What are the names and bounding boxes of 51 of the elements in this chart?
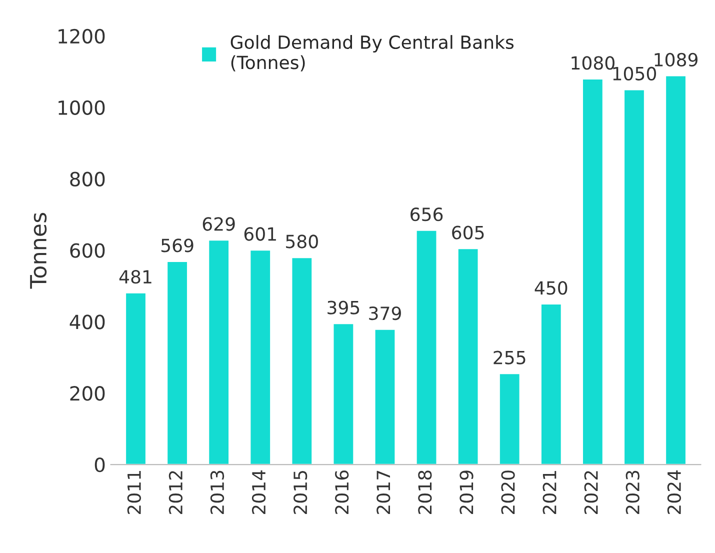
x-tick-label: 2020 xyxy=(501,470,515,514)
y-tick-label: 0 xyxy=(94,457,105,472)
x-tick-label: 2024 xyxy=(667,470,682,514)
y-tick-label: 800 xyxy=(70,172,105,186)
bar xyxy=(540,303,562,465)
bar xyxy=(415,230,438,465)
x-tick-label: 2017 xyxy=(376,470,390,514)
bar xyxy=(498,372,521,465)
data-label: 569 xyxy=(161,238,194,252)
x-tick-label: 2012 xyxy=(168,471,183,514)
x-tick-label: 2022 xyxy=(584,471,598,514)
data-label: 656 xyxy=(410,208,443,222)
x-tick-label: 2023 xyxy=(626,470,640,514)
bar xyxy=(124,292,147,465)
y-tick-label: 1000 xyxy=(58,100,105,116)
x-tick-label: 2011 xyxy=(127,471,141,514)
data-label: 580 xyxy=(286,234,318,248)
data-label: 255 xyxy=(494,350,526,364)
bar xyxy=(664,74,687,465)
data-label: 629 xyxy=(202,217,235,231)
data-label: 605 xyxy=(452,226,484,240)
bar xyxy=(249,249,272,465)
x-tick-label: 2016 xyxy=(335,470,349,514)
data-label: 1089 xyxy=(654,52,698,67)
x-tick-label: 2018 xyxy=(418,470,432,514)
data-label: 1050 xyxy=(613,66,656,80)
bar xyxy=(623,88,646,465)
y-tick-label: 600 xyxy=(70,243,105,258)
data-label: 450 xyxy=(534,281,568,295)
y-tick-label: 1200 xyxy=(58,28,105,44)
y-tick-label: 200 xyxy=(70,386,105,401)
x-tick-label: 2015 xyxy=(293,470,308,514)
bar xyxy=(208,239,230,465)
x-tick-label: 2021 xyxy=(542,471,556,514)
bar xyxy=(290,256,313,465)
x-tick-label: 2013 xyxy=(210,470,224,514)
bar xyxy=(456,248,480,465)
y-tick-label: 400 xyxy=(70,314,105,330)
data-label: 1080 xyxy=(572,56,614,70)
data-label: 481 xyxy=(119,270,152,284)
data-label: 379 xyxy=(369,306,401,320)
bar xyxy=(374,328,396,465)
x-tick-label: 2019 xyxy=(460,470,474,514)
bar xyxy=(166,260,188,465)
bar xyxy=(582,78,604,465)
legend-label: Gold Demand By Central Banks (Tonnes) xyxy=(230,35,514,72)
data-label: 601 xyxy=(244,227,276,241)
x-tick-label: 2014 xyxy=(252,470,266,514)
data-label: 395 xyxy=(328,300,360,314)
y-axis-title: Tonnes xyxy=(30,212,47,289)
bar xyxy=(332,322,355,465)
